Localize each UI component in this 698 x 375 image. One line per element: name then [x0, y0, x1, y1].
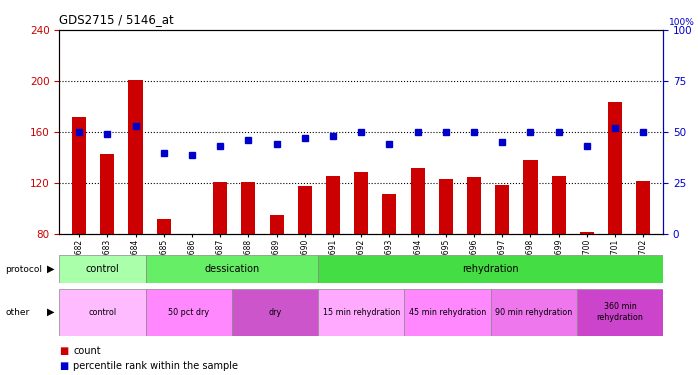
- Bar: [146, 255, 318, 283]
- Bar: [72, 117, 86, 234]
- Text: ■: ■: [59, 361, 68, 370]
- Bar: [232, 289, 318, 336]
- Bar: [354, 172, 369, 234]
- Text: GDS2715 / 5146_at: GDS2715 / 5146_at: [59, 13, 174, 26]
- Bar: [637, 181, 651, 234]
- Bar: [242, 182, 255, 234]
- Text: 100%: 100%: [669, 18, 695, 27]
- Text: protocol: protocol: [6, 265, 43, 274]
- Bar: [608, 102, 622, 234]
- Text: dry: dry: [268, 308, 281, 316]
- Bar: [495, 184, 510, 234]
- Text: 15 min rehydration: 15 min rehydration: [322, 308, 400, 316]
- Text: count: count: [73, 346, 101, 355]
- Bar: [318, 255, 663, 283]
- Bar: [213, 182, 228, 234]
- Text: dessication: dessication: [205, 264, 260, 274]
- Bar: [326, 176, 340, 234]
- Bar: [404, 289, 491, 336]
- Text: control: control: [86, 264, 119, 274]
- Bar: [128, 80, 142, 234]
- Text: ▶: ▶: [47, 307, 55, 317]
- Bar: [298, 186, 312, 234]
- Text: 360 min
rehydration: 360 min rehydration: [597, 303, 644, 322]
- Bar: [59, 255, 146, 283]
- Text: percentile rank within the sample: percentile rank within the sample: [73, 361, 238, 370]
- Bar: [439, 180, 453, 234]
- Bar: [491, 289, 577, 336]
- Bar: [467, 177, 481, 234]
- Text: 50 pct dry: 50 pct dry: [168, 308, 209, 316]
- Bar: [524, 160, 537, 234]
- Text: control: control: [89, 308, 117, 316]
- Bar: [318, 289, 404, 336]
- Text: 90 min rehydration: 90 min rehydration: [495, 308, 572, 316]
- Bar: [551, 176, 566, 234]
- Bar: [410, 168, 424, 234]
- Text: rehydration: rehydration: [462, 264, 519, 274]
- Text: ▶: ▶: [47, 264, 55, 274]
- Bar: [156, 219, 171, 234]
- Bar: [269, 215, 283, 234]
- Bar: [59, 289, 146, 336]
- Text: other: other: [6, 308, 30, 316]
- Bar: [577, 289, 663, 336]
- Text: ■: ■: [59, 346, 68, 355]
- Text: 45 min rehydration: 45 min rehydration: [409, 308, 486, 316]
- Bar: [146, 289, 232, 336]
- Bar: [383, 194, 396, 234]
- Bar: [580, 232, 594, 234]
- Bar: [101, 154, 114, 234]
